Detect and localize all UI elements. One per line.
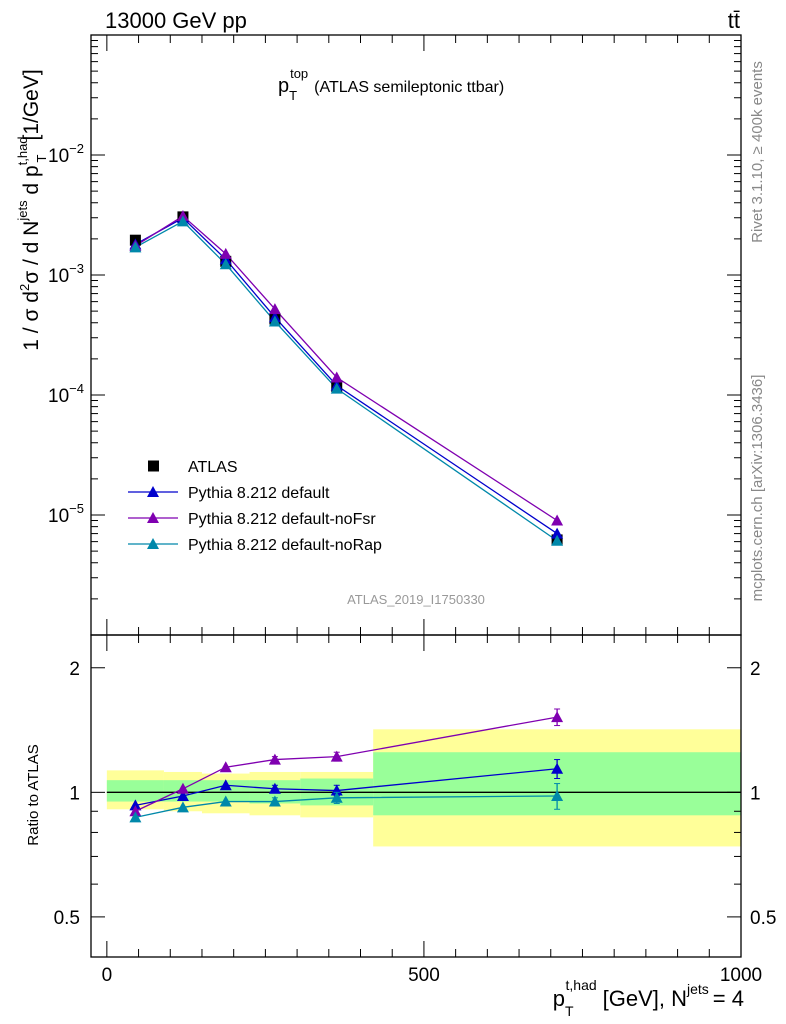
x-tick-label: 500 [408, 965, 440, 986]
ratio-point-2 [330, 791, 343, 803]
xlabel-rest: [GeV], N [603, 986, 687, 1011]
ratio-point-1 [219, 761, 232, 773]
y-tick-label: 10−2 [48, 141, 84, 167]
y-tick-label: 10−3 [48, 261, 84, 287]
ratio-y-tick-label-right: 2 [750, 659, 761, 680]
ratio-point-0 [129, 799, 142, 811]
ratio-y-tick-label-left: 0.5 [54, 908, 80, 929]
ratio-point-1 [176, 782, 189, 794]
side-rivet-label: Rivet 3.1.10, ≥ 400k events [749, 61, 766, 243]
data-point-2 [330, 371, 343, 383]
legend-label: Pythia 8.212 default [188, 485, 330, 502]
ratio-point-2 [268, 795, 281, 807]
data-point-3 [268, 315, 281, 327]
data-point-1 [551, 527, 564, 539]
y-tick-label: 10−4 [48, 381, 84, 407]
xlabel: pTt,had [GeV], Njets = 4 [553, 977, 744, 1019]
legend: ATLAS Pythia 8.212 default Pythia 8.212 de… [128, 459, 382, 554]
ratio-point-1 [551, 711, 564, 723]
x-tick-label: 0 [102, 965, 113, 986]
data-point-3 [551, 534, 564, 546]
main-ylabel: 1 / σ d2σ / d Njets d pt,had T[1/GeV] [15, 69, 49, 350]
ratio-panel: 0 500 1000 0.5 0.5 1 1 2 2 [54, 634, 776, 986]
data-point-2 [551, 514, 564, 526]
ratio-line-1 [135, 716, 558, 812]
process-label: tt̄ [728, 8, 740, 33]
legend-marker [147, 538, 159, 549]
data-point-2 [268, 303, 281, 315]
series-line-1 [135, 217, 558, 535]
data-point-3 [129, 241, 142, 253]
data-point-3 [219, 258, 232, 270]
ratio-line-2 [135, 795, 558, 818]
xlabel-sup2: jets [686, 981, 709, 997]
xlabel-sub: T [565, 1003, 574, 1019]
legend-marker [147, 486, 159, 497]
ratio-frame [90, 634, 742, 958]
title-sub: T [289, 88, 297, 103]
uncertainty-band-inner [106, 780, 164, 802]
ratio-y-tick-label-left: 1 [69, 783, 80, 804]
ratio-line-0 [135, 768, 558, 807]
side-mcplots-label: mcplots.cern.ch [arXiv:1306.3436] [749, 375, 766, 602]
ratio-y-tick-label-right: 0.5 [750, 908, 776, 929]
main-title: pTtop (ATLAS semileptonic ttbar) [278, 66, 504, 103]
ratio-y-tick-label-right: 1 [750, 783, 761, 804]
xlabel-end: = 4 [713, 986, 744, 1011]
series-line-2 [135, 215, 558, 522]
legend-label: Pythia 8.212 default-noFsr [188, 511, 376, 528]
legend-label: ATLAS [188, 459, 238, 476]
ratio-point-2 [176, 801, 189, 813]
analysis-id: ATLAS_2019_I1750330 [347, 592, 485, 607]
main-panel: 10−5 10−4 10−3 10−2 ATLAS Pythia 8.212 defaul… [48, 34, 742, 636]
ratio-point-1 [129, 805, 142, 817]
title-rest: (ATLAS semileptonic ttbar) [314, 79, 504, 96]
ratio-point-0 [176, 789, 189, 801]
xlabel-sup: t,had [566, 977, 597, 993]
ratio-point-0 [219, 779, 232, 791]
ratio-point-1 [330, 750, 343, 762]
legend-label: Pythia 8.212 default-noRap [188, 537, 382, 554]
ratio-point-1 [268, 753, 281, 765]
ratio-point-2 [551, 789, 564, 801]
title-p: p [278, 75, 289, 97]
data-point-3 [176, 215, 189, 227]
series-line-3 [135, 220, 558, 542]
ratio-point-0 [551, 762, 564, 774]
data-point-2 [219, 247, 232, 259]
title-sup: top [290, 66, 308, 81]
ratio-point-0 [268, 782, 281, 794]
xlabel-p: p [553, 986, 565, 1011]
data-point-3 [330, 382, 343, 394]
x-tick-label: 1000 [720, 965, 762, 986]
ratio-point-2 [129, 811, 142, 823]
legend-marker-atlas [148, 460, 159, 472]
ratio-point-2 [219, 795, 232, 807]
ratio-ylabel: Ratio to ATLAS [25, 744, 42, 845]
legend-marker [147, 512, 159, 523]
ratio-y-tick-label-left: 2 [69, 659, 80, 680]
beam-label: 13000 GeV pp [105, 8, 247, 33]
y-tick-label: 10−5 [48, 501, 84, 527]
